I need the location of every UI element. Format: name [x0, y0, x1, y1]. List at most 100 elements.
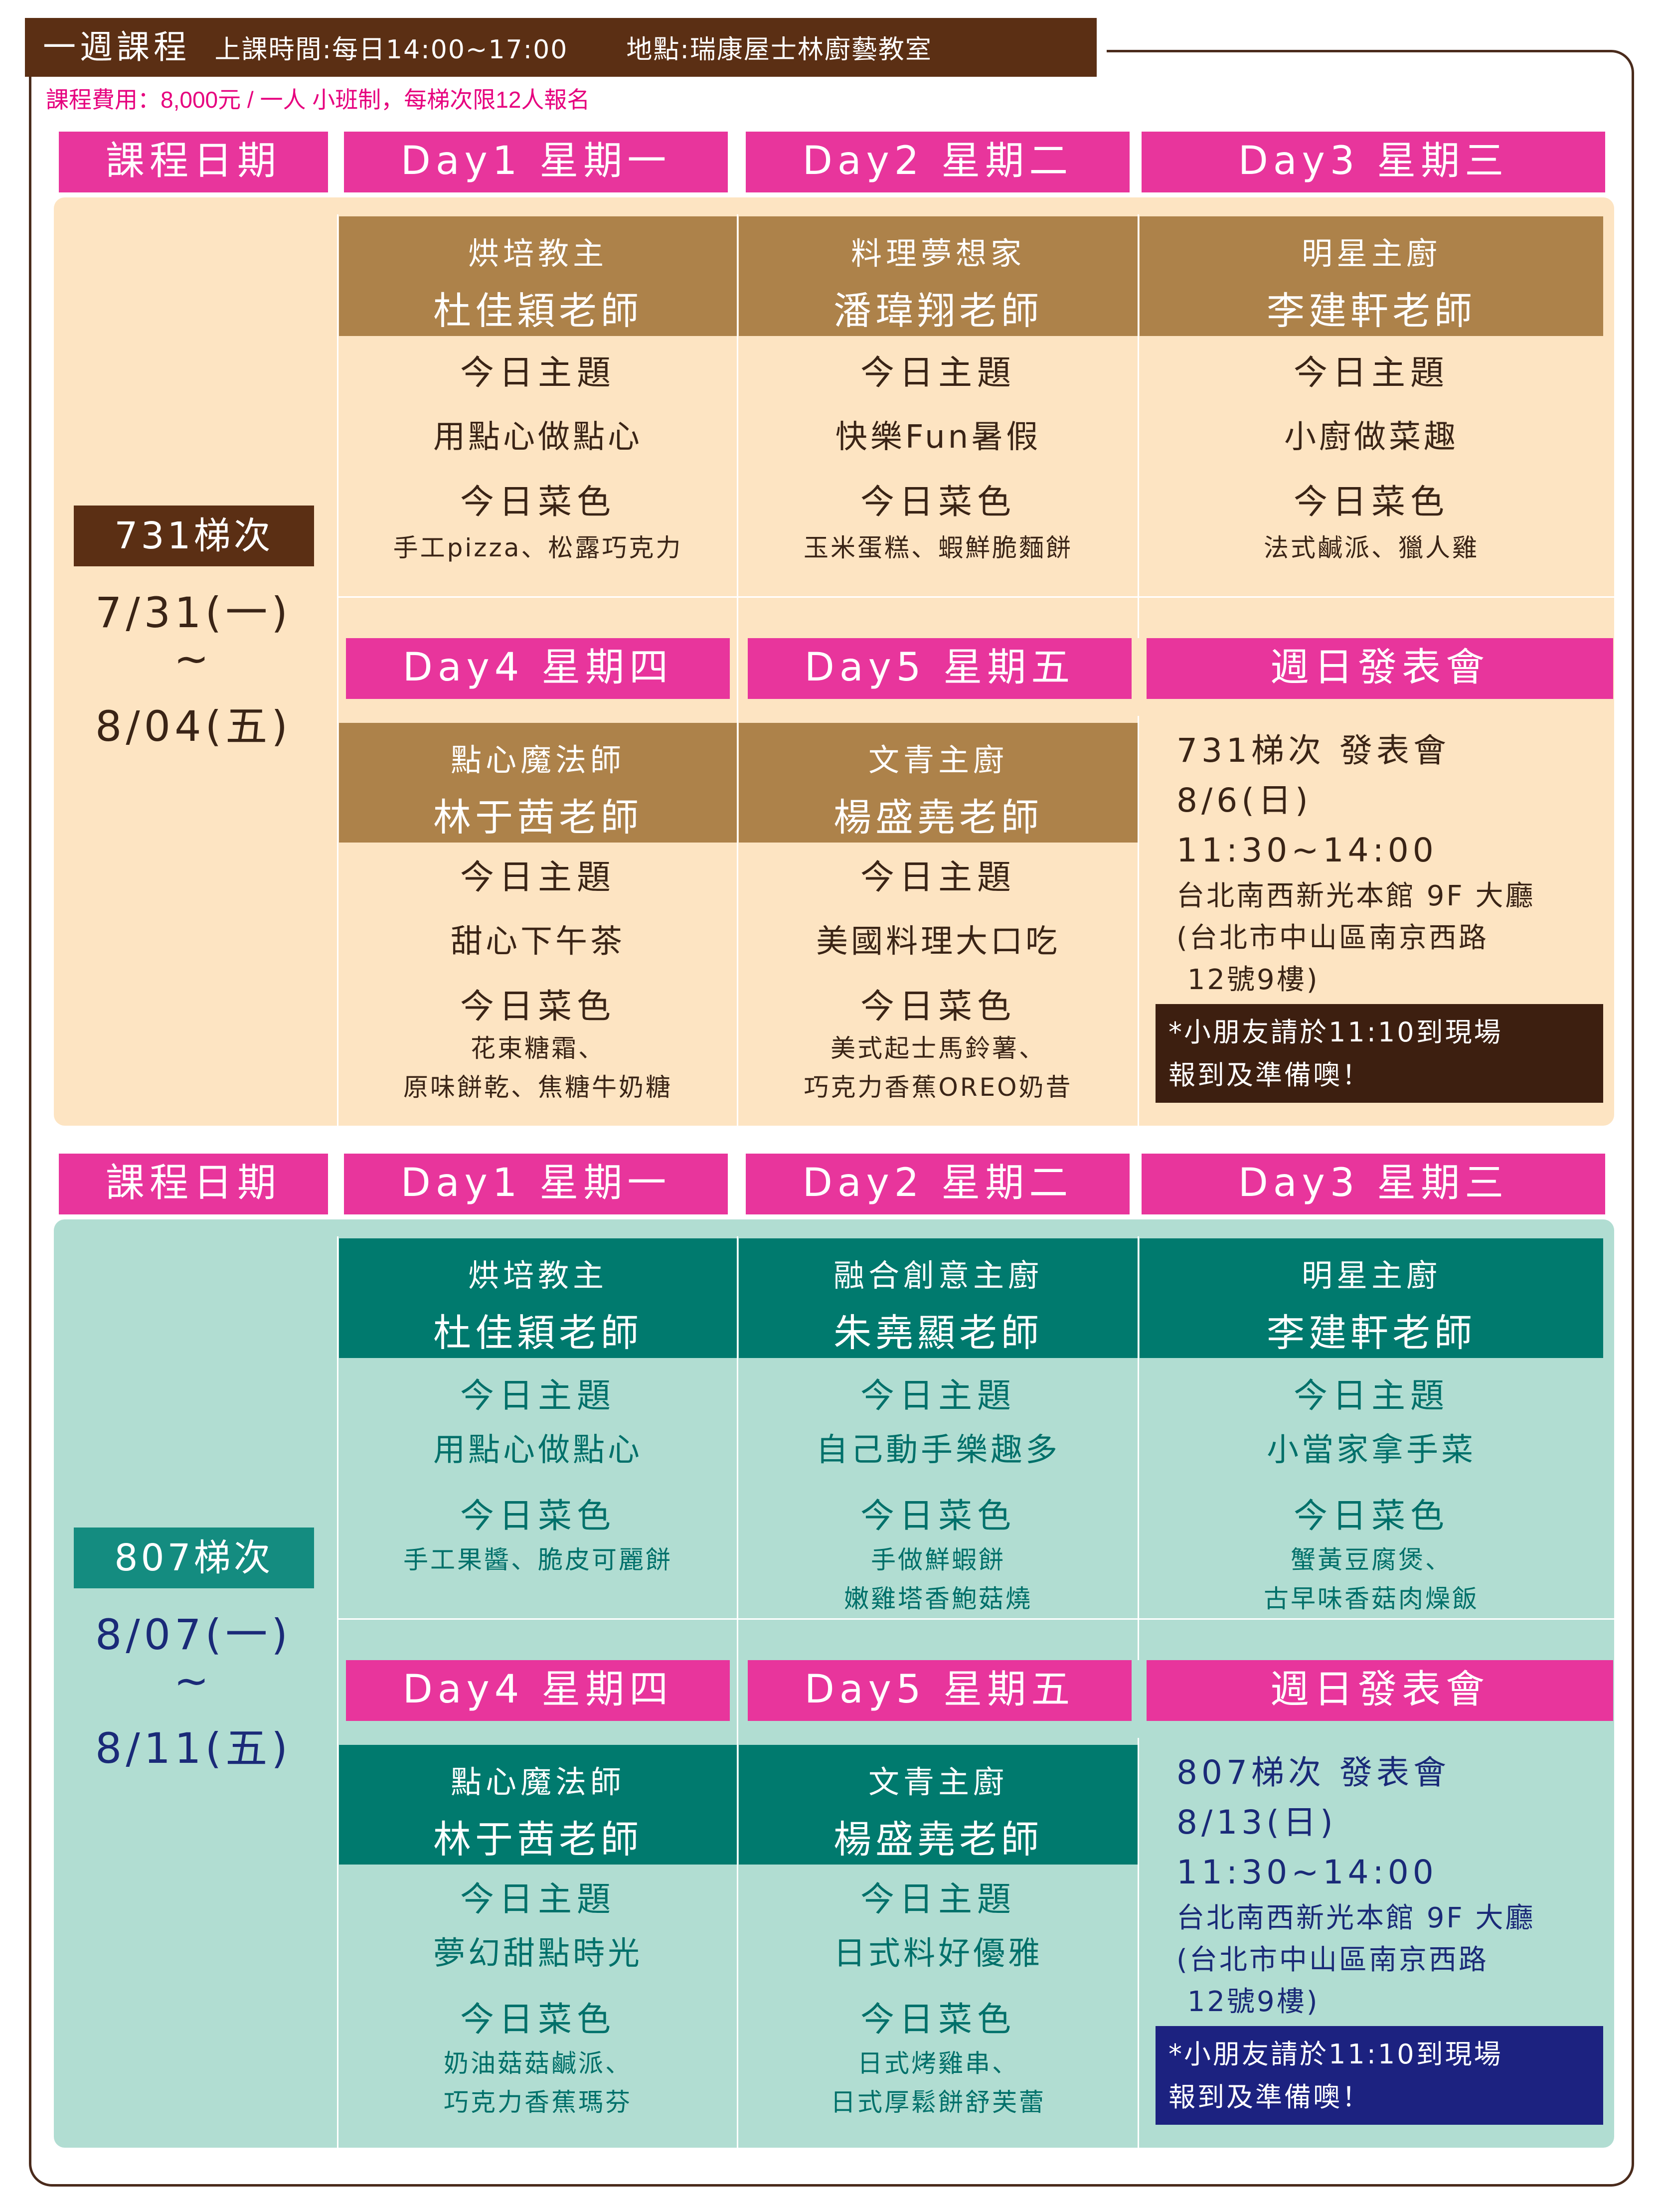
teacher-header-731-day4: 點心魔法師 林于茜老師	[339, 723, 737, 843]
tab-sunday-event: 週日發表會	[1147, 638, 1613, 699]
grid-line	[1138, 1236, 1139, 1660]
teacher-name: 林于茜老師	[433, 1817, 643, 1862]
topic-label: 今日主題	[460, 1376, 616, 1416]
batch-731-end: 8/04(五)	[95, 702, 292, 751]
date-column-tab: 課程日期	[59, 1154, 328, 1214]
note-line: 報到及準備噢！	[1168, 2081, 1371, 2113]
teacher-name: 杜佳穎老師	[433, 1311, 643, 1355]
event-address: (台北市中山區南京西路	[1176, 922, 1489, 954]
note-line: *小朋友請於11:10到現場	[1168, 1017, 1503, 1048]
batch-807-label: 807梯次	[74, 1528, 314, 1588]
tab-day1: Day1 星期一	[344, 1154, 728, 1214]
topic-value: 小廚做菜趣	[1284, 419, 1459, 456]
dishes-value: 法式鹹派、獵人雞	[1264, 533, 1479, 562]
day-cell-807-day5: 今日主題 日式料好優雅 今日菜色 日式烤雞串、 日式厚鬆餅舒芙蕾	[739, 1872, 1138, 2122]
dishes-label: 今日菜色	[860, 987, 1016, 1026]
topic-label: 今日主題	[460, 353, 616, 393]
topic-label: 今日主題	[860, 858, 1016, 897]
topic-label: 今日主題	[1293, 353, 1449, 393]
tab-day5: Day5 星期五	[748, 1660, 1132, 1721]
teacher-name: 杜佳穎老師	[433, 289, 643, 333]
event-807: 807梯次 發表會 8/13(日) 11:30~14:00 台北南西新光本館 9…	[1176, 1748, 1605, 2023]
teacher-name: 李建軒老師	[1267, 289, 1476, 333]
dishes-label: 今日菜色	[460, 483, 616, 522]
topic-value: 甜心下午茶	[451, 923, 625, 960]
teacher-name: 楊盛堯老師	[833, 1817, 1043, 1862]
event-731-note: *小朋友請於11:10到現場 報到及準備噢！	[1156, 1004, 1603, 1103]
dishes-label: 今日菜色	[860, 2000, 1016, 2040]
day-cell-731-day3: 今日主題 小廚做菜趣 今日菜色 法式鹹派、獵人雞	[1140, 345, 1603, 567]
day-cell-807-day4: 今日主題 夢幻甜點時光 今日菜色 奶油菇菇鹹派、 巧克力香蕉瑪芬	[339, 1872, 737, 2122]
teacher-name: 林于茜老師	[433, 795, 643, 840]
topic-label: 今日主題	[460, 1880, 616, 1919]
batch-807-start: 8/07(一)	[95, 1610, 292, 1659]
dishes-value: 蟹黃豆腐煲、	[1291, 1545, 1452, 1574]
teacher-name: 楊盛堯老師	[833, 795, 1043, 840]
page-title: 一週課程	[43, 28, 190, 66]
teacher-name: 朱堯顯老師	[833, 1311, 1043, 1355]
tab-day4: Day4 星期四	[346, 638, 730, 699]
dishes-label: 今日菜色	[460, 2000, 616, 2040]
grid-line	[337, 1236, 338, 2148]
teacher-role: 烘培教主	[468, 1257, 608, 1294]
course-fee: 課程費用：8,000元 / 一人 小班制，每梯次限12人報名	[46, 87, 590, 113]
dishes-value: 嫩雞塔香鮑菇燒	[844, 1584, 1032, 1613]
topic-label: 今日主題	[860, 353, 1016, 393]
dishes-value: 手工果醬、脆皮可麗餅	[403, 1545, 672, 1574]
note-line: *小朋友請於11:10到現場	[1168, 2039, 1503, 2070]
dishes-value: 美式起士馬鈴薯、	[831, 1034, 1046, 1063]
batch-731-label: 731梯次	[74, 506, 314, 566]
teacher-role: 明星主廚	[1301, 235, 1441, 272]
teacher-header-731-day1: 烘培教主 杜佳穎老師	[339, 216, 737, 336]
topic-label: 今日主題	[1293, 1376, 1449, 1416]
day-cell-807-day1: 今日主題 用點心做點心 今日菜色 手工果醬、脆皮可麗餅	[339, 1368, 737, 1579]
tab-day5: Day5 星期五	[748, 638, 1132, 699]
topic-label: 今日主題	[860, 1880, 1016, 1919]
dishes-value: 日式厚鬆餅舒芙蕾	[831, 2088, 1046, 2117]
dishes-value: 日式烤雞串、	[857, 2049, 1019, 2078]
dishes-value: 巧克力香蕉瑪芬	[444, 2088, 632, 2117]
batch-807-tilde: ~	[173, 1656, 213, 1705]
day-cell-731-day1: 今日主題 用點心做點心 今日菜色 手工pizza、松露巧克力	[339, 345, 737, 567]
tab-day2: Day2 星期二	[746, 1154, 1130, 1214]
dishes-value: 原味餅乾、焦糖牛奶糖	[403, 1073, 672, 1102]
tab-day1: Day1 星期一	[344, 132, 728, 192]
grid-line	[337, 214, 338, 1126]
day-cell-731-day4: 今日主題 甜心下午茶 今日菜色 花束糖霜、 原味餅乾、焦糖牛奶糖	[339, 850, 737, 1107]
teacher-role: 文青主廚	[868, 742, 1008, 778]
teacher-role: 點心魔法師	[450, 742, 625, 778]
batch-731-tilde: ~	[173, 634, 213, 683]
topic-value: 小當家拿手菜	[1267, 1432, 1476, 1469]
note-line: 報到及準備噢！	[1168, 1059, 1371, 1091]
event-date: 8/13(日)	[1176, 1803, 1337, 1842]
day-cell-807-day3: 今日主題 小當家拿手菜 今日菜色 蟹黃豆腐煲、 古早味香菇肉燥飯	[1140, 1368, 1603, 1618]
topic-value: 用點心做點心	[433, 1432, 643, 1469]
teacher-header-807-day1: 烘培教主 杜佳穎老師	[339, 1238, 737, 1358]
event-venue: 台北南西新光本館 9F 大廳	[1176, 1902, 1535, 1934]
topic-value: 美國料理大口吃	[816, 923, 1060, 960]
day-cell-731-day5: 今日主題 美國料理大口吃 今日菜色 美式起士馬鈴薯、 巧克力香蕉OREO奶昔	[739, 850, 1138, 1107]
event-address: (台北市中山區南京西路	[1176, 1944, 1489, 1976]
dishes-value: 花束糖霜、	[471, 1034, 605, 1063]
dishes-label: 今日菜色	[460, 987, 616, 1026]
tab-day2: Day2 星期二	[746, 132, 1130, 192]
day-cell-807-day2: 今日主題 自己動手樂趣多 今日菜色 手做鮮蝦餅 嫩雞塔香鮑菇燒	[739, 1368, 1138, 1618]
event-731: 731梯次 發表會 8/6(日) 11:30~14:00 台北南西新光本館 9F…	[1176, 726, 1605, 1001]
event-address: 12號9樓)	[1176, 1986, 1320, 2018]
dishes-label: 今日菜色	[860, 1497, 1016, 1536]
grid-line	[1138, 716, 1139, 1126]
dishes-label: 今日菜色	[1293, 1497, 1449, 1536]
teacher-header-731-day5: 文青主廚 楊盛堯老師	[739, 723, 1138, 843]
event-807-note: *小朋友請於11:10到現場 報到及準備噢！	[1156, 2026, 1603, 2125]
teacher-header-807-day2: 融合創意主廚 朱堯顯老師	[739, 1238, 1138, 1358]
dishes-label: 今日菜色	[860, 483, 1016, 522]
dishes-label: 今日菜色	[460, 1497, 616, 1536]
event-title: 731梯次 發表會	[1176, 731, 1450, 770]
teacher-header-807-day4: 點心魔法師 林于茜老師	[339, 1745, 737, 1865]
topic-value: 夢幻甜點時光	[433, 1935, 643, 1972]
teacher-header-807-day5: 文青主廚 楊盛堯老師	[739, 1745, 1138, 1865]
event-time: 11:30~14:00	[1176, 1853, 1438, 1891]
teacher-role: 點心魔法師	[450, 1764, 625, 1800]
topic-label: 今日主題	[860, 1376, 1016, 1416]
topic-value: 自己動手樂趣多	[816, 1432, 1060, 1469]
